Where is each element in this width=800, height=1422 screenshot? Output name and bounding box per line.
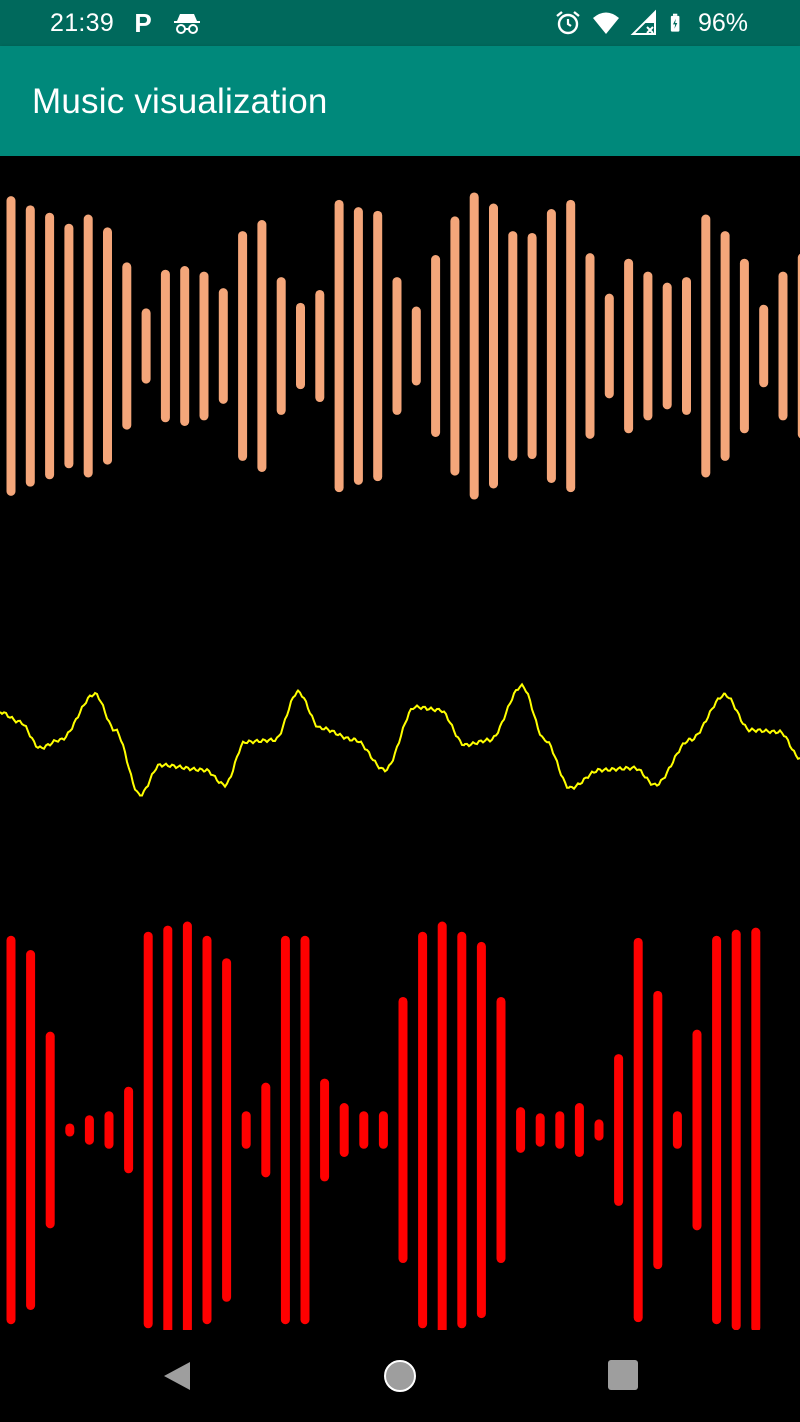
waveform-visualizer [0,682,800,797]
navigation-bar [0,1330,800,1422]
parking-icon: P [134,7,152,38]
incognito-icon [174,14,201,34]
bar-visualizer-top [6,192,800,500]
page-title: Music visualization [32,82,328,121]
cell-signal-icon [630,9,656,35]
battery-percentage: 96% [697,8,748,37]
status-time: 21:39 [50,8,115,37]
bar-visualizer-bottom [6,921,761,1339]
battery-charging-icon [670,13,680,32]
back-icon[interactable] [158,1356,198,1396]
alarm-icon [556,11,580,35]
wifi-icon [592,12,619,34]
status-bar: 21:39 P 96% [0,0,800,46]
app-bar: Music visualization [0,46,800,156]
recents-icon[interactable] [604,1356,644,1396]
home-icon[interactable] [380,1356,420,1396]
waveform-line [0,682,800,797]
